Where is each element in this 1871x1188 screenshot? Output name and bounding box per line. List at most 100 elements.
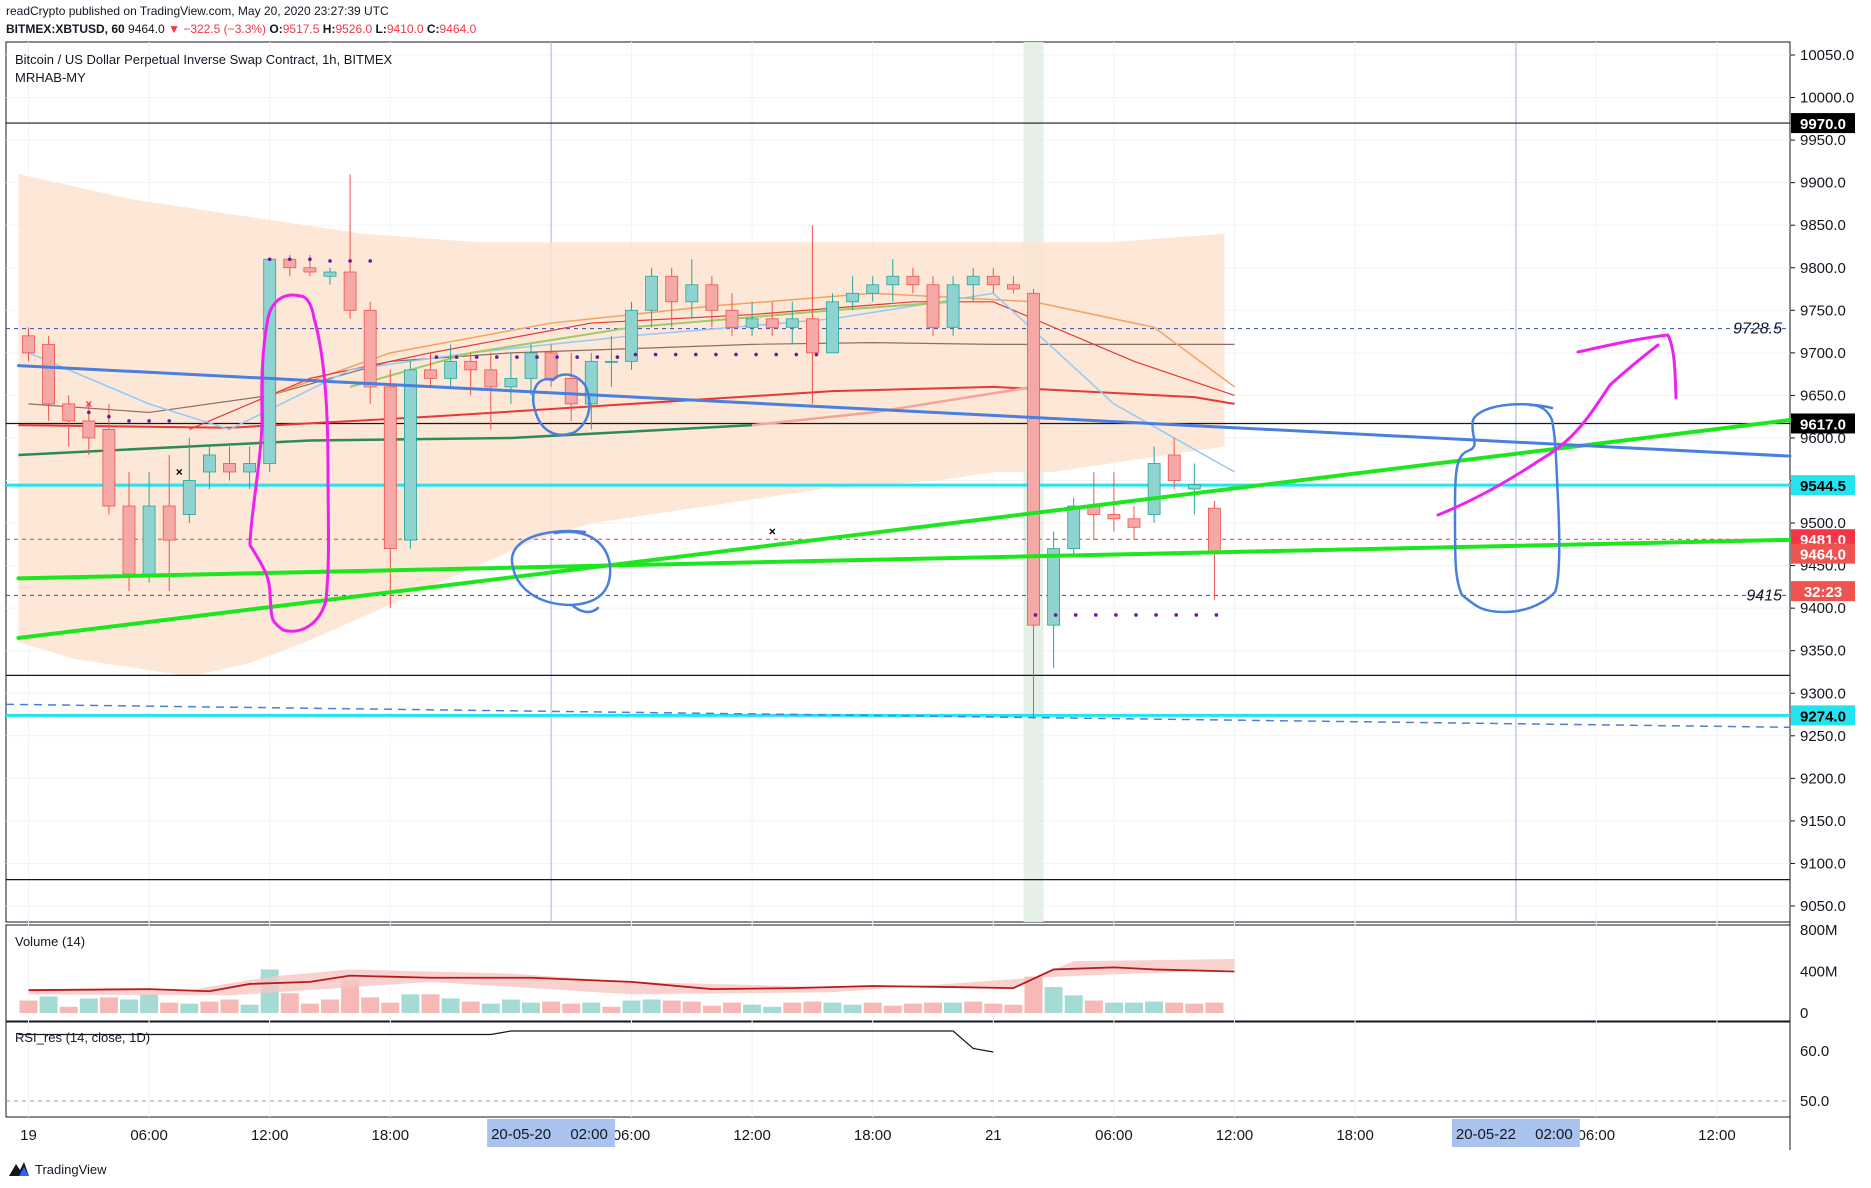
candle-body: [263, 258, 277, 464]
open-label: O:: [269, 22, 283, 36]
candle: [785, 301, 799, 345]
candle-body: [886, 275, 900, 286]
volume-bar: [883, 1005, 902, 1013]
candle: [263, 258, 277, 472]
volume-bar: [522, 1002, 540, 1013]
price-tick-label: 9950.0: [1800, 132, 1846, 149]
candle: [665, 267, 679, 328]
volume-bar: [542, 1001, 561, 1013]
indicator-dot: [633, 352, 638, 357]
price-label-box: [1791, 543, 1855, 564]
indicator-dot: [794, 352, 799, 357]
trendline-green-upper: [16, 418, 1792, 640]
candle-body: [564, 377, 578, 405]
volume-bar: [984, 1003, 1003, 1013]
price-tick-label: 9750.0: [1800, 302, 1846, 319]
time-highlight-time: 02:00: [570, 1126, 608, 1143]
indicator-name: MRHAB-MY: [15, 70, 86, 85]
x-marker: ×: [769, 525, 776, 539]
magenta-bracket-shape: [248, 293, 330, 633]
candle-body: [966, 275, 980, 286]
candle: [946, 276, 960, 336]
volume-bar: [582, 1002, 601, 1013]
volume-bar: [1044, 987, 1063, 1013]
candle-body: [1047, 548, 1060, 626]
candle-body: [303, 267, 317, 273]
volume-bar: [1084, 1000, 1103, 1013]
indicator-dot: [774, 352, 778, 357]
price-tick-label: 9600.0: [1800, 430, 1846, 447]
indicator-dot: [147, 419, 151, 423]
candle: [725, 293, 739, 336]
time-tick-label: 06:00: [613, 1127, 651, 1144]
candle: [62, 395, 76, 447]
candle: [886, 259, 900, 302]
price-label-box: [1791, 581, 1855, 602]
candle: [223, 446, 236, 481]
volume-bar: [140, 994, 159, 1013]
last-price: 9464.0: [128, 22, 165, 36]
candle: [605, 335, 618, 387]
candle-body: [524, 352, 538, 379]
volume-ma-line: [28, 966, 1235, 993]
rsi-tick-label: 50.0: [1800, 1093, 1829, 1110]
volume-bar: [823, 1002, 842, 1013]
candle-body: [846, 292, 859, 303]
trendline-green-lower: [16, 537, 1792, 581]
volume-bar: [622, 1000, 641, 1013]
time-highlight: 20-05-20 02:00: [487, 1119, 616, 1147]
candle-body: [906, 275, 920, 286]
candle-body: [424, 369, 437, 379]
time-highlight-date: 20-05-20: [491, 1126, 551, 1143]
candle-body: [1167, 454, 1181, 481]
volume-bar: [280, 993, 299, 1013]
indicator-dot: [814, 352, 819, 357]
candle-body: [343, 271, 357, 311]
candle-body: [363, 309, 377, 388]
volume-bar: [964, 1001, 983, 1013]
rsi-axis: 60.0 50.0: [1800, 1043, 1829, 1110]
volume-bar: [180, 1003, 199, 1013]
indicator-dot: [1154, 613, 1158, 617]
candle-body: [1147, 463, 1161, 515]
trendline-blue-falling: [16, 364, 1792, 458]
candle-body: [745, 318, 759, 328]
indicator-dot: [673, 352, 678, 357]
volume-bar: [481, 1003, 500, 1013]
time-tick-label: 12:00: [1698, 1127, 1736, 1144]
magenta-arrow-head: [1576, 333, 1678, 400]
volume-bar: [381, 1002, 400, 1013]
rsi-pane: [5, 1020, 1791, 1118]
volume-pane-label: Volume (14): [15, 934, 86, 949]
price-label-box: [1791, 475, 1855, 496]
price-tick-label: 10000.0: [1800, 90, 1854, 107]
price-label: 9544.5: [1791, 475, 1855, 496]
candle: [926, 276, 940, 336]
indicator-dot: [454, 355, 459, 359]
time-highlight-box: [487, 1119, 616, 1147]
volume-bar: [1064, 995, 1083, 1013]
indicator-dot: [348, 259, 352, 263]
time-highlight: 20-05-22 02:00: [1451, 1119, 1580, 1147]
candle: [564, 352, 578, 421]
brand-footer: TradingView: [8, 1160, 107, 1178]
candle-body: [243, 463, 257, 473]
signal-markers: × × ×: [85, 397, 775, 539]
candle: [524, 344, 538, 396]
volume-bars: [19, 959, 1235, 1013]
price-tick-label: 9300.0: [1800, 685, 1846, 702]
candle-body: [1067, 505, 1081, 549]
high-value: 9526.0: [335, 22, 373, 36]
dashed-trend-line: [5, 703, 1791, 729]
candle-body: [645, 275, 658, 311]
ma-green-long: [18, 423, 753, 457]
volume-bar: [321, 999, 339, 1013]
publisher-text: readCrypto published on TradingView.com,…: [6, 4, 389, 18]
volume-bar: [39, 996, 58, 1013]
volume-bar: [863, 1002, 882, 1013]
price-label-text: 9617.0: [1800, 416, 1846, 433]
x-marker: ×: [85, 397, 92, 411]
price-label: 9970.0: [1791, 113, 1855, 134]
time-tick-label: 12:00: [733, 1127, 771, 1144]
